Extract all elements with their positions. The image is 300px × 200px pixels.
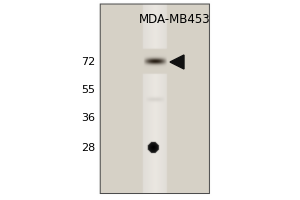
- Text: 72: 72: [81, 57, 95, 67]
- Text: 28: 28: [81, 143, 95, 153]
- Text: 36: 36: [81, 113, 95, 123]
- Text: MDA-MB453: MDA-MB453: [139, 13, 210, 26]
- Text: 55: 55: [81, 85, 95, 95]
- Polygon shape: [170, 55, 184, 69]
